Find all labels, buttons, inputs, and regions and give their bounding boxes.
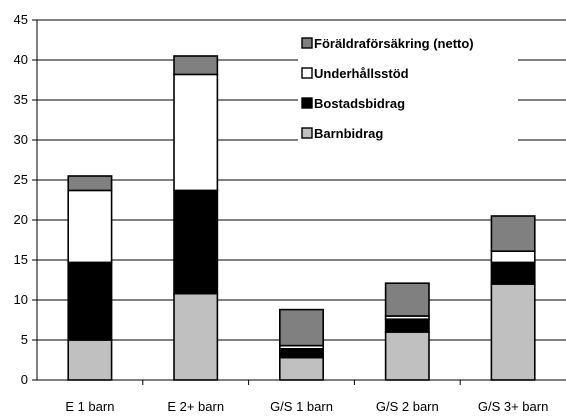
- bar-segment: [67, 339, 113, 381]
- legend-swatch: [301, 127, 313, 139]
- bar-segment: [173, 189, 219, 295]
- bar-segment: [490, 215, 536, 253]
- legend-swatch: [301, 37, 313, 49]
- bar-segment: [279, 308, 324, 347]
- y-tick-label: 10: [14, 292, 28, 307]
- y-tick-label: 35: [14, 92, 28, 107]
- bar-segment: [384, 282, 430, 317]
- legend-label: Föräldraförsäkring (netto): [314, 36, 474, 51]
- legend-label: Underhållsstöd: [314, 66, 409, 81]
- y-tick-label: 5: [21, 332, 28, 347]
- bar-segment: [173, 73, 219, 192]
- y-tick-label: 15: [14, 252, 28, 267]
- bar-segment: [67, 261, 113, 341]
- bar-segment: [384, 318, 430, 333]
- legend-swatch: [301, 97, 313, 109]
- bar-segment: [490, 250, 536, 264]
- bar-segment: [173, 292, 219, 381]
- x-tick-label: G/S 3+ barn: [478, 399, 548, 414]
- bar-segment: [490, 283, 536, 381]
- legend-box: [298, 30, 518, 154]
- y-tick-label: 25: [14, 172, 28, 187]
- bar-segment: [173, 55, 219, 76]
- y-tick-label: 0: [21, 372, 28, 387]
- legend-label: Barnbidrag: [314, 126, 383, 141]
- y-tick-label: 30: [14, 132, 28, 147]
- bar-segment: [67, 175, 113, 192]
- x-tick-label: G/S 2 barn: [376, 399, 439, 414]
- x-tick-label: E 1 barn: [65, 399, 114, 414]
- bar-segment: [490, 261, 536, 285]
- y-tick-label: 40: [14, 52, 28, 67]
- y-tick-label: 45: [14, 12, 28, 27]
- bar-segment: [279, 347, 324, 359]
- x-tick-label: G/S 1 barn: [270, 399, 333, 414]
- legend-label: Bostadsbidrag: [314, 96, 405, 111]
- y-tick-label: 20: [14, 212, 28, 227]
- bar-segment: [279, 356, 324, 381]
- bar-segment: [67, 189, 113, 264]
- x-tick-label: E 2+ barn: [167, 399, 224, 414]
- legend-swatch: [301, 67, 313, 79]
- bar-segment: [384, 331, 430, 381]
